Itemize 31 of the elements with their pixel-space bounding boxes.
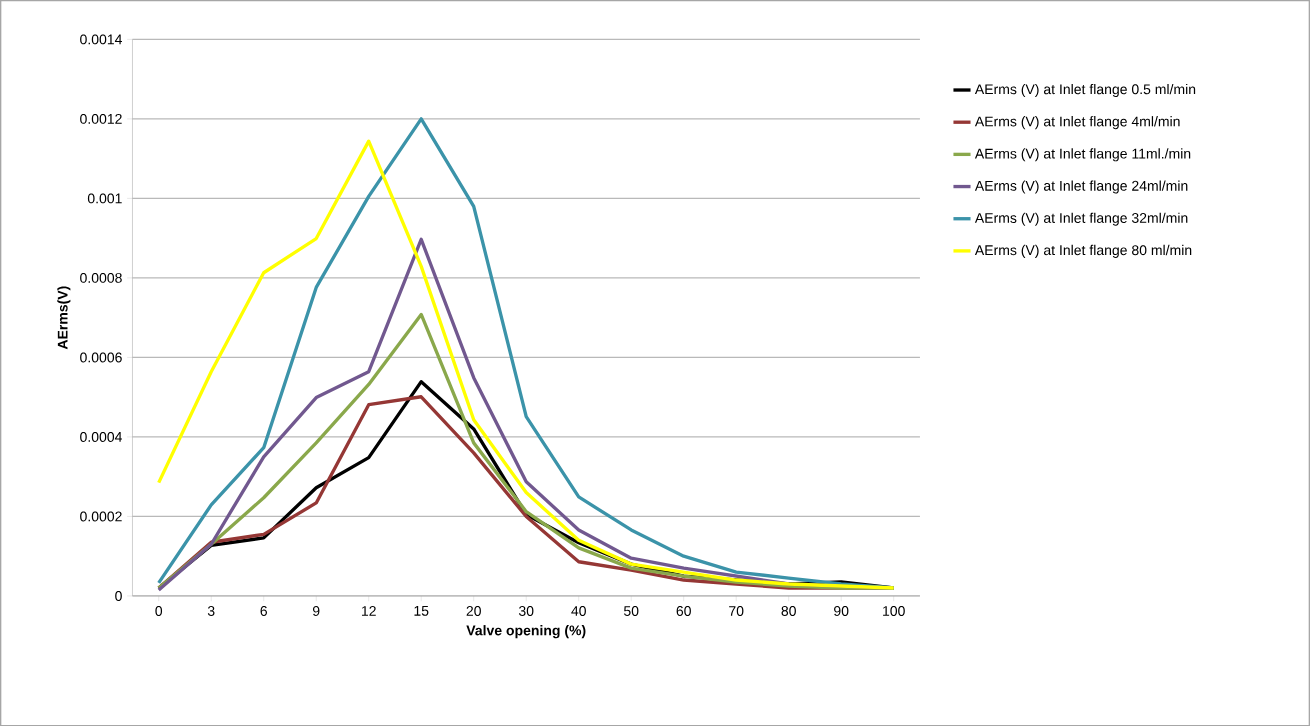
x-tick-label: 80 bbox=[781, 605, 796, 616]
x-tick-label: 6 bbox=[260, 605, 267, 616]
legend-label: AErms (V) at Inlet flange 32ml/min bbox=[974, 212, 1188, 226]
x-tick-label: 30 bbox=[518, 605, 534, 616]
y-tick-label: 0.0006 bbox=[80, 352, 122, 363]
x-tick-label: 0 bbox=[155, 605, 163, 616]
x-tick-label: 12 bbox=[361, 605, 376, 616]
x-axis-title: Valve opening (%) bbox=[466, 624, 586, 638]
y-tick-label: 0.0012 bbox=[80, 113, 122, 124]
y-tick-label: 0.0004 bbox=[80, 431, 122, 442]
x-tick-label: 100 bbox=[883, 605, 905, 616]
x-tick-label: 90 bbox=[834, 605, 849, 616]
legend-label: AErms (V) at Inlet flange 80 ml/min bbox=[974, 244, 1192, 258]
x-tick-label: 15 bbox=[414, 605, 429, 616]
legend-label: AErms (V) at Inlet flange 24ml/min bbox=[974, 180, 1188, 194]
x-tick-label: 3 bbox=[207, 605, 215, 616]
x-tick-label: 40 bbox=[571, 605, 586, 616]
legend-label: AErms (V) at Inlet flange 4ml/min bbox=[974, 115, 1180, 129]
y-axis-title: AErms(V) bbox=[57, 286, 71, 350]
x-tick-label: 20 bbox=[466, 605, 481, 616]
y-tick-label: 0.0008 bbox=[80, 272, 122, 283]
y-tick-label: 0.0002 bbox=[80, 511, 122, 522]
y-tick-label: 0 bbox=[115, 590, 122, 601]
x-tick-label: 50 bbox=[623, 605, 639, 616]
y-tick-label: 0.001 bbox=[87, 193, 122, 204]
x-tick-label: 60 bbox=[676, 605, 691, 616]
legend-label: AErms (V) at Inlet flange 11ml./min bbox=[974, 148, 1191, 162]
x-tick-label: 9 bbox=[312, 605, 320, 616]
y-tick-label: 0.0014 bbox=[80, 34, 122, 45]
legend-label: AErms (V) at Inlet flange 0.5 ml/min bbox=[974, 83, 1196, 97]
x-tick-label: 70 bbox=[729, 605, 744, 616]
